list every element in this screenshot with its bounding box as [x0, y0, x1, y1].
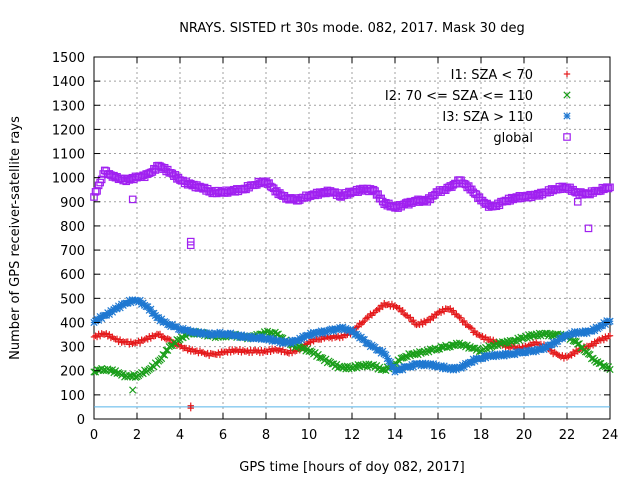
legend-label: I2: 70 <= SZA <= 110 [385, 89, 533, 104]
data-point [606, 183, 614, 192]
data-point [103, 330, 110, 337]
data-point [367, 310, 374, 317]
data-point [420, 317, 428, 325]
data-point [407, 314, 414, 321]
x-axis-label: GPS time [hours of doy 082, 2017] [239, 460, 464, 475]
series-layer [90, 161, 614, 412]
data-point [167, 336, 174, 344]
data-point [450, 307, 457, 314]
data-point [144, 336, 151, 343]
data-point [410, 317, 417, 324]
legend-marker [563, 112, 571, 120]
x-tick-label: 18 [473, 428, 490, 443]
data-point [399, 307, 406, 314]
data-point [307, 339, 314, 346]
data-point [437, 309, 445, 316]
legend-label: I1: SZA < 70 [451, 68, 533, 83]
outlier-point [187, 402, 194, 409]
data-point [471, 327, 479, 335]
y-tick-label: 500 [60, 292, 85, 307]
outlier-point [128, 195, 137, 204]
data-point [107, 334, 115, 342]
y-tick-label: 0 [77, 413, 85, 428]
outlier-points [128, 195, 593, 412]
legend-marker [563, 70, 571, 78]
x-tick-label: 6 [219, 428, 227, 443]
data-point [430, 314, 437, 322]
data-point [93, 333, 101, 341]
outlier-point [584, 224, 593, 233]
data-point [460, 317, 468, 325]
series-3 [90, 161, 614, 212]
x-tick-label: 8 [262, 428, 270, 443]
outlier-point [573, 198, 582, 206]
tick-layer: 0100200300400500600700800900100011001200… [52, 51, 618, 443]
y-tick-label: 300 [60, 341, 85, 356]
legend-marker [563, 133, 571, 141]
y-tick-label: 1200 [52, 123, 85, 138]
data-point [161, 351, 169, 359]
data-point [457, 314, 465, 322]
outlier-point [186, 237, 195, 246]
y-tick-label: 1300 [52, 99, 85, 114]
y-tick-label: 100 [60, 389, 85, 404]
x-tick-label: 2 [133, 428, 141, 443]
data-point [479, 332, 486, 340]
data-point [606, 332, 614, 339]
x-tick-label: 24 [602, 428, 619, 443]
data-point [606, 365, 614, 374]
legend-marker [563, 91, 571, 99]
y-axis-label: Number of GPS receiver-satellite rays [8, 116, 23, 360]
legend-label: I3: SZA > 110 [442, 110, 533, 125]
data-point [97, 175, 106, 184]
y-tick-label: 600 [60, 268, 85, 283]
y-tick-label: 900 [60, 196, 85, 211]
y-tick-label: 1100 [52, 148, 85, 163]
data-point [93, 187, 101, 195]
series-2 [90, 296, 614, 376]
data-point [242, 348, 250, 355]
y-tick-label: 1000 [52, 172, 85, 187]
x-tick-label: 4 [176, 428, 184, 443]
outlier-point [129, 386, 137, 394]
data-point [360, 336, 368, 344]
y-tick-label: 1400 [52, 75, 85, 90]
data-point [333, 333, 340, 341]
x-tick-label: 14 [387, 428, 404, 443]
x-tick-label: 16 [430, 428, 447, 443]
x-tick-label: 10 [301, 428, 318, 443]
legend-label: global [493, 131, 533, 146]
y-tick-label: 200 [60, 365, 85, 380]
data-point [393, 303, 400, 311]
chart-title: NRAYS. SISTED rt 30s mode. 082, 2017. Ma… [179, 21, 525, 36]
data-point [362, 315, 370, 322]
x-tick-label: 22 [559, 428, 576, 443]
grid-layer [94, 57, 610, 419]
y-tick-label: 400 [60, 316, 85, 331]
y-tick-label: 700 [60, 244, 85, 259]
data-point [604, 184, 613, 193]
y-tick-label: 1500 [52, 51, 85, 66]
y-tick-label: 800 [60, 220, 85, 235]
x-tick-label: 20 [516, 428, 533, 443]
x-tick-label: 12 [344, 428, 361, 443]
x-tick-label: 0 [90, 428, 98, 443]
data-point [606, 317, 614, 325]
legend: I1: SZA < 70 I2: 70 <= SZA <= 110 I3: SZA … [385, 68, 571, 146]
